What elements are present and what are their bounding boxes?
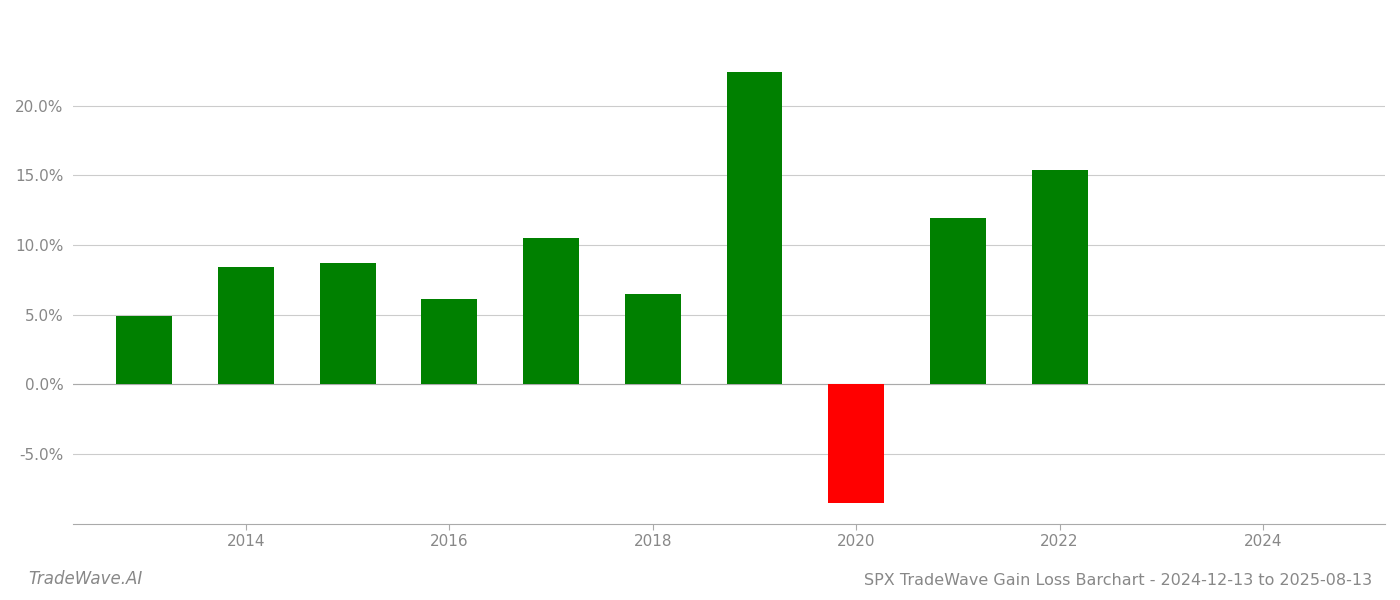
Bar <box>218 267 274 384</box>
Bar <box>624 293 680 384</box>
Bar <box>829 384 885 503</box>
Bar <box>930 218 986 384</box>
Text: SPX TradeWave Gain Loss Barchart - 2024-12-13 to 2025-08-13: SPX TradeWave Gain Loss Barchart - 2024-… <box>864 573 1372 588</box>
Bar <box>1032 170 1088 384</box>
Bar <box>319 263 375 384</box>
Text: TradeWave.AI: TradeWave.AI <box>28 570 143 588</box>
Bar <box>727 72 783 384</box>
Bar <box>116 316 172 384</box>
Bar <box>524 238 580 384</box>
Bar <box>421 299 477 384</box>
